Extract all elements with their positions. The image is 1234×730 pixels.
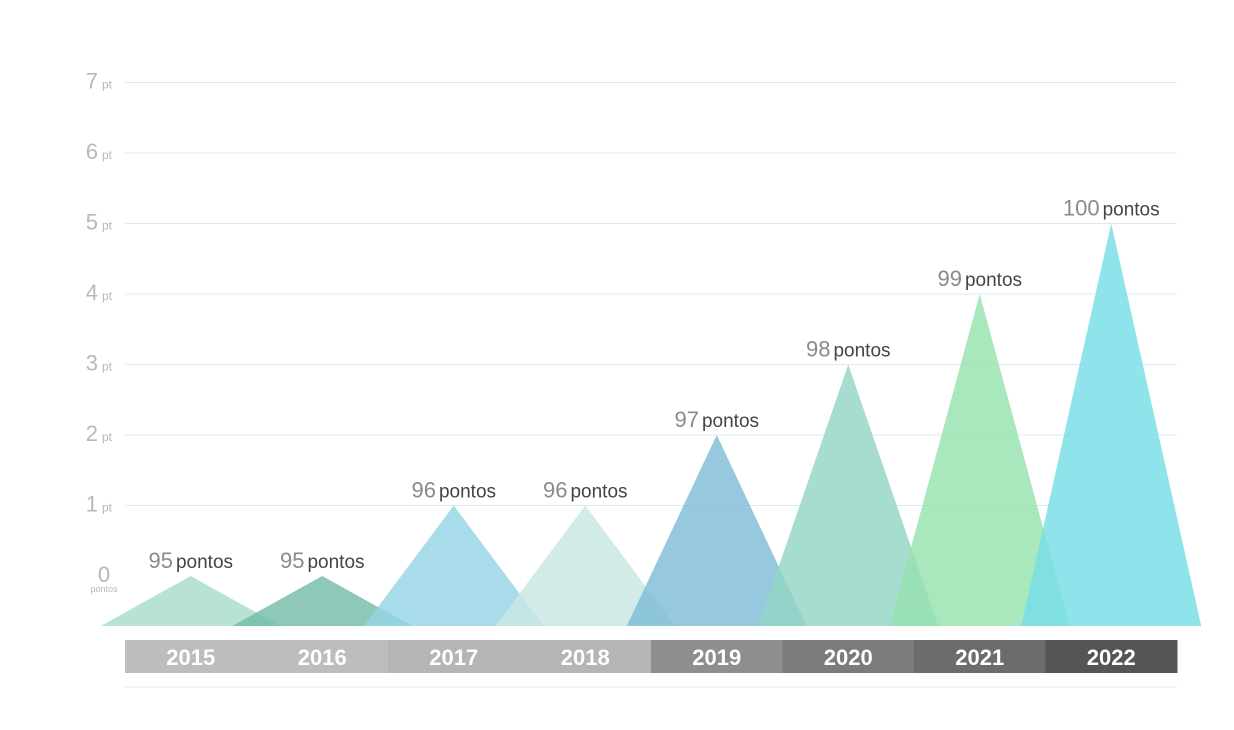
gridlines [125, 82, 1177, 688]
data-labels: 95 pontos 95 pontos 96 pontos 96 pontos 97 pontos… [148, 196, 1159, 574]
triangle-mark [232, 576, 413, 626]
y-tick-label: 5 [86, 210, 98, 235]
y-tick-unit: pt [102, 501, 113, 515]
y-tick-label: 2 [86, 421, 98, 446]
y-tick-unit: pt [102, 360, 113, 374]
x-tick-label: 2020 [824, 645, 873, 670]
triangle-mark [1021, 223, 1202, 626]
y-tick-unit: pt [102, 219, 113, 233]
y-tick-label: 1 [86, 492, 98, 517]
year-band-segment [782, 640, 915, 673]
data-label: 96 pontos [411, 478, 496, 503]
year-band-segment [914, 640, 1046, 673]
data-label: 95 pontos [280, 548, 365, 573]
triangle-marks [100, 223, 1202, 626]
y-tick-unit: pt [102, 430, 113, 444]
triangle-mark [100, 576, 281, 626]
x-tick-label: 2022 [1087, 645, 1136, 670]
y-tick-label: 6 [86, 139, 98, 164]
y-tick-unit: pt [102, 289, 113, 303]
year-band-segment [256, 640, 389, 673]
triangle-mark [626, 435, 807, 626]
data-label: 96 pontos [543, 478, 628, 503]
y-tick-label: 3 [86, 351, 98, 376]
x-tick-label: 2019 [692, 645, 741, 670]
year-band-segment [651, 640, 783, 673]
year-band-segment [1045, 640, 1178, 673]
triangle-mark [495, 505, 676, 626]
y-tick-label: 4 [86, 280, 98, 305]
y-tick-unit: pt [102, 78, 113, 92]
triangle-mark [889, 294, 1070, 626]
y-tick-unit: pt [102, 148, 113, 162]
data-label: 99 pontos [937, 266, 1022, 291]
data-label: 97 pontos [674, 407, 759, 432]
data-label: 98 pontos [806, 337, 891, 362]
triangle-mark [363, 505, 544, 626]
x-tick-label: 2015 [166, 645, 215, 670]
y-tick-label: 0 [98, 562, 110, 587]
x-tick-label: 2016 [298, 645, 347, 670]
data-label: 95 pontos [148, 548, 233, 573]
year-band: 2015 2016 2017 2018 2019 2020 2021 2022 [125, 640, 1178, 673]
year-band-segment [125, 640, 257, 673]
x-tick-label: 2021 [955, 645, 1004, 670]
year-band-segment [519, 640, 652, 673]
y-tick-label: 7 [86, 69, 98, 94]
y-tick-unit: pontos [90, 584, 118, 594]
data-label: 100 pontos [1063, 196, 1160, 221]
x-tick-label: 2017 [429, 645, 478, 670]
triangle-mark [758, 364, 939, 626]
year-band-segment [388, 640, 520, 673]
x-tick-label: 2018 [561, 645, 610, 670]
